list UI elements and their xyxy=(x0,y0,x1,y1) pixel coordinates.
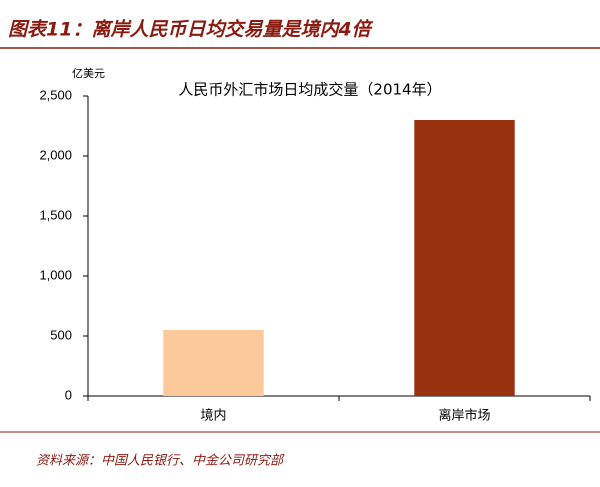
source: 资料来源：中国人民银行、中金公司研究部 xyxy=(36,453,285,469)
y-tick-label: 0 xyxy=(65,387,72,402)
bar xyxy=(163,330,264,396)
bar xyxy=(414,120,515,396)
y-tick-label: 500 xyxy=(50,327,72,342)
y-tick-label: 2,500 xyxy=(39,87,72,102)
chart-title: 人民币外汇市场日均成交量（2014年） xyxy=(178,81,441,99)
x-tick-label: 离岸市场 xyxy=(438,408,490,424)
y-tick-label: 2,000 xyxy=(39,147,72,162)
y-tick-label: 1,000 xyxy=(39,267,72,282)
y-unit: 亿美元 xyxy=(72,67,105,80)
y-tick-label: 1,500 xyxy=(39,207,72,222)
x-tick-label: 境内 xyxy=(200,408,226,424)
header: 图表11：离岸人民币日均交易量是境内4倍 xyxy=(8,19,374,41)
